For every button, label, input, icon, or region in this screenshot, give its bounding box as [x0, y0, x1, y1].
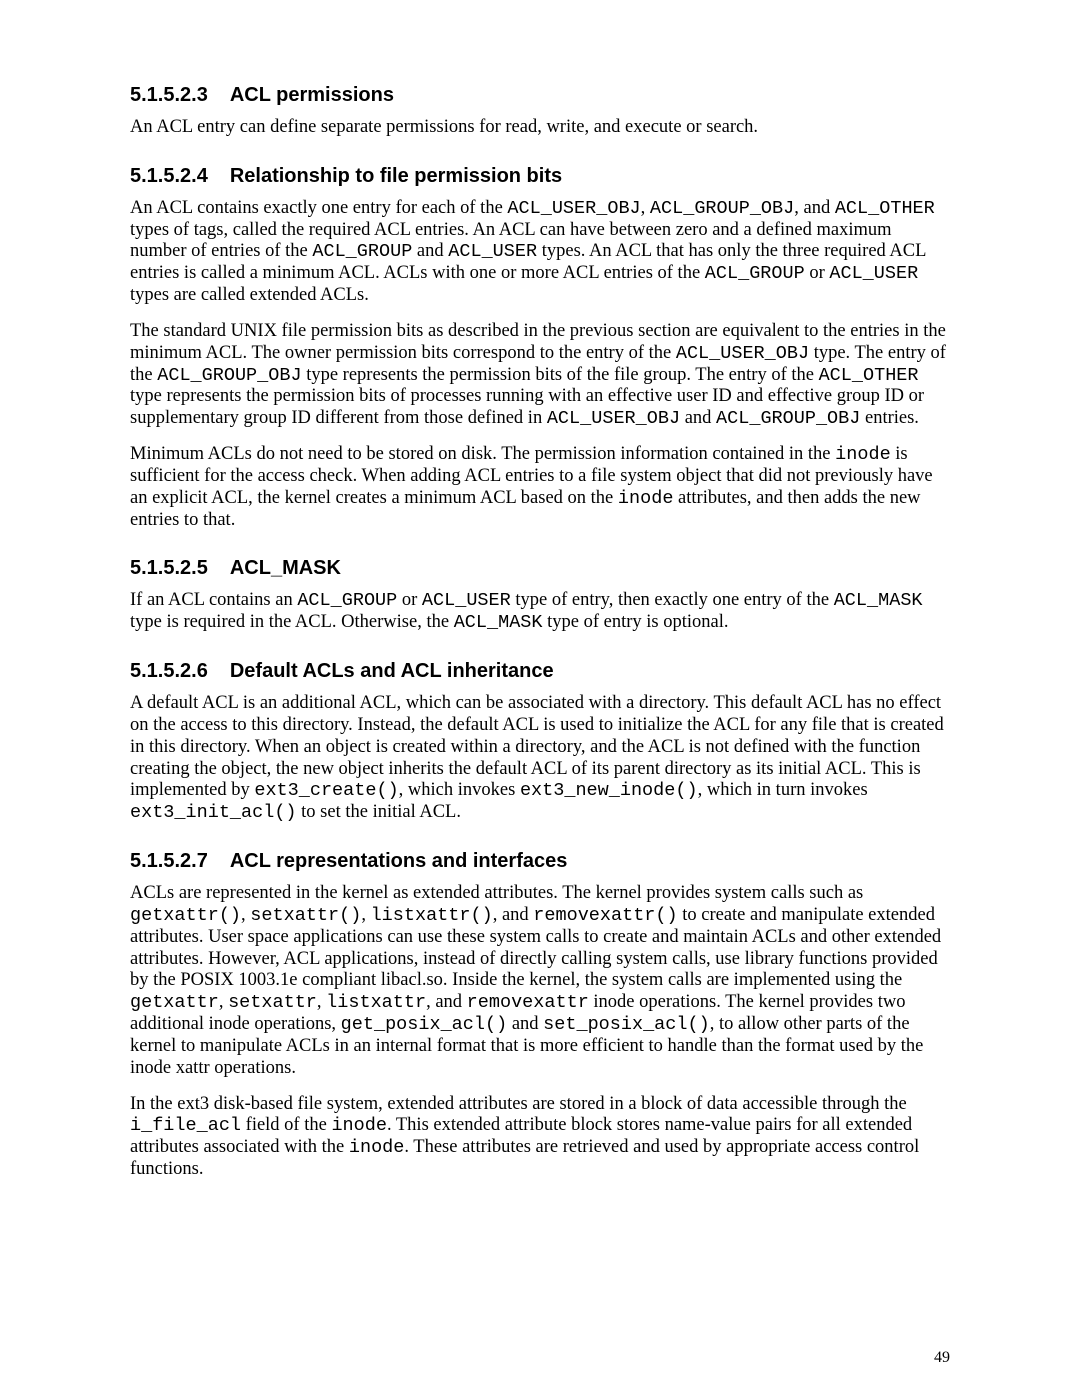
body-text: , and [426, 992, 467, 1012]
heading-title: ACL representations and interfaces [230, 850, 568, 872]
heading-title: ACL_MASK [230, 557, 341, 579]
code-text: ACL_USER_OBJ [676, 343, 809, 364]
code-text: setxattr() [250, 905, 361, 926]
body-text: , [317, 992, 326, 1012]
heading-title: ACL permissions [230, 84, 394, 106]
body-text: An ACL contains exactly one entry for ea… [130, 198, 507, 218]
body-text: types are called extended ACLs. [130, 285, 369, 305]
code-text: removexattr() [533, 905, 677, 926]
page-number: 49 [934, 1349, 950, 1367]
body-text: field of the [241, 1115, 331, 1135]
heading-default-acls: 5.1.5.2.6 Default ACLs and ACL inheritanc… [130, 660, 950, 683]
code-text: ACL_USER [448, 241, 537, 262]
code-text: get_posix_acl() [341, 1014, 508, 1035]
body-text: type represents the permission bits of t… [302, 365, 819, 385]
paragraph: If an ACL contains an ACL_GROUP or ACL_U… [130, 590, 950, 634]
heading-title: Default ACLs and ACL inheritance [230, 660, 554, 682]
code-text: ext3_init_acl() [130, 802, 297, 823]
body-text: , [641, 198, 650, 218]
code-text: ext3_create() [254, 780, 398, 801]
body-text: and [680, 408, 716, 428]
code-text: ACL_OTHER [819, 365, 919, 386]
code-text: i_file_acl [130, 1115, 241, 1136]
code-text: inode [835, 444, 891, 465]
code-text: listxattr() [371, 905, 493, 926]
body-text: type of entry is optional. [543, 612, 729, 632]
code-text: ACL_MASK [834, 590, 923, 611]
body-text: If an ACL contains an [130, 590, 297, 610]
code-text: ACL_OTHER [835, 198, 935, 219]
section-relationship: 5.1.5.2.4 Relationship to file permission… [130, 165, 950, 532]
code-text: ACL_USER [829, 263, 918, 284]
heading-number: 5.1.5.2.3 [130, 84, 208, 107]
body-text: entries. [860, 408, 919, 428]
code-text: ACL_MASK [454, 612, 543, 633]
body-text: to set the initial ACL. [297, 802, 461, 822]
body-text: , [219, 992, 228, 1012]
section-acl-permissions: 5.1.5.2.3 ACL permissions An ACL entry ca… [130, 84, 950, 139]
code-text: setxattr [228, 992, 317, 1013]
code-text: ACL_GROUP [705, 263, 805, 284]
code-text: getxattr() [130, 905, 241, 926]
body-text: type is required in the ACL. Otherwise, … [130, 612, 454, 632]
code-text: ACL_GROUP [297, 590, 397, 611]
body-text: or [805, 263, 830, 283]
heading-acl-permissions: 5.1.5.2.3 ACL permissions [130, 84, 950, 107]
code-text: inode [331, 1115, 387, 1136]
body-text: type of entry, then exactly one entry of… [511, 590, 834, 610]
heading-number: 5.1.5.2.7 [130, 850, 208, 873]
heading-title: Relationship to file permission bits [230, 165, 562, 187]
body-text: Minimum ACLs do not need to be stored on… [130, 444, 835, 464]
body-text: , and [794, 198, 835, 218]
body-text: In the ext3 disk-based file system, exte… [130, 1094, 907, 1114]
code-text: removexattr [467, 992, 589, 1013]
code-text: ACL_GROUP_OBJ [716, 408, 860, 429]
body-text: and [507, 1014, 543, 1034]
code-text: getxattr [130, 992, 219, 1013]
code-text: ACL_USER_OBJ [547, 408, 680, 429]
body-text: , which invokes [399, 780, 520, 800]
heading-number: 5.1.5.2.4 [130, 165, 208, 188]
heading-number: 5.1.5.2.6 [130, 660, 208, 683]
section-default-acls: 5.1.5.2.6 Default ACLs and ACL inheritanc… [130, 660, 950, 824]
code-text: listxattr [326, 992, 426, 1013]
code-text: set_posix_acl() [543, 1014, 710, 1035]
paragraph: In the ext3 disk-based file system, exte… [130, 1094, 950, 1181]
heading-number: 5.1.5.2.5 [130, 557, 208, 580]
document-page: 5.1.5.2.3 ACL permissions An ACL entry ca… [0, 0, 1080, 1397]
code-text: inode [618, 488, 674, 509]
code-text: ext3_new_inode() [520, 780, 698, 801]
paragraph: An ACL entry can define separate permiss… [130, 117, 950, 139]
heading-relationship: 5.1.5.2.4 Relationship to file permission… [130, 165, 950, 188]
body-text: , and [493, 905, 534, 925]
body-text: or [397, 590, 422, 610]
paragraph: The standard UNIX file permission bits a… [130, 321, 950, 430]
paragraph: Minimum ACLs do not need to be stored on… [130, 444, 950, 531]
code-text: inode [349, 1137, 405, 1158]
paragraph: A default ACL is an additional ACL, whic… [130, 693, 950, 824]
code-text: ACL_GROUP [312, 241, 412, 262]
heading-acl-representations: 5.1.5.2.7 ACL representations and interfa… [130, 850, 950, 873]
heading-acl-mask: 5.1.5.2.5 ACL_MASK [130, 557, 950, 580]
body-text: and [412, 241, 448, 261]
body-text: , [361, 905, 370, 925]
body-text: An ACL entry can define separate permiss… [130, 117, 758, 137]
paragraph: An ACL contains exactly one entry for ea… [130, 198, 950, 307]
body-text: , [241, 905, 250, 925]
section-acl-representations: 5.1.5.2.7 ACL representations and interfa… [130, 850, 950, 1181]
paragraph: ACLs are represented in the kernel as ex… [130, 883, 950, 1079]
section-acl-mask: 5.1.5.2.5 ACL_MASK If an ACL contains an … [130, 557, 950, 634]
code-text: ACL_USER_OBJ [507, 198, 640, 219]
code-text: ACL_GROUP_OBJ [157, 365, 301, 386]
code-text: ACL_GROUP_OBJ [650, 198, 794, 219]
code-text: ACL_USER [422, 590, 511, 611]
body-text: , which in turn invokes [698, 780, 868, 800]
body-text: ACLs are represented in the kernel as ex… [130, 883, 863, 903]
